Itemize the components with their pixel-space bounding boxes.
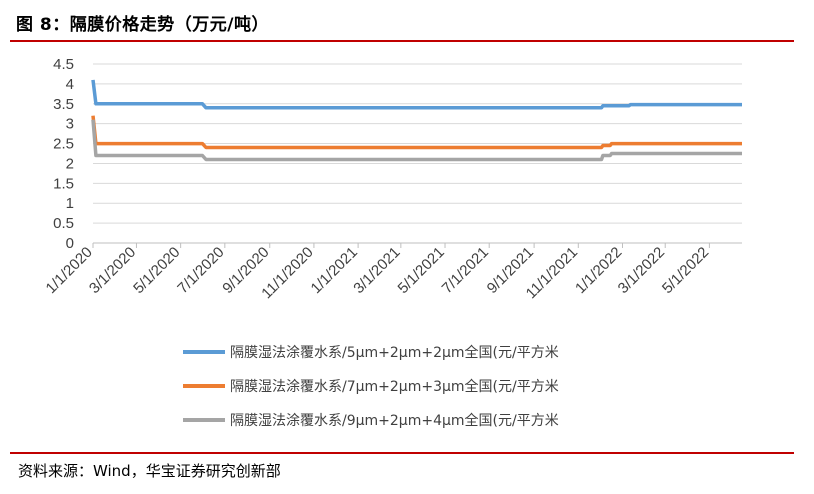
x-tick-label: 5/1/2021 <box>395 244 448 297</box>
y-tick-label: 3.5 <box>53 96 74 113</box>
source-note: 资料来源：Wind，华宝证券研究创新部 <box>18 462 281 480</box>
y-tick-label: 1.5 <box>53 175 74 192</box>
figure-title: 图 8：隔膜价格走势（万元/吨） <box>16 15 269 35</box>
x-tick-label: 3/1/2020 <box>86 244 139 297</box>
x-tick-label: 3/1/2021 <box>350 244 403 297</box>
source-rule <box>10 452 794 454</box>
title-rule <box>10 40 794 42</box>
x-tick-label: 7/1/2020 <box>174 244 227 297</box>
series-line-1 <box>91 79 742 110</box>
series-line-2 <box>91 115 742 150</box>
y-tick-label: 1 <box>66 195 74 212</box>
y-tick-label: 4.5 <box>53 56 74 73</box>
legend-label-1: 隔膜湿法涂覆水系/5μm+2μm+2μm全国(元/平方米 <box>230 344 559 361</box>
x-tick-label: 5/1/2020 <box>130 244 183 297</box>
legend: 隔膜湿法涂覆水系/5μm+2μm+2μm全国(元/平方米隔膜湿法涂覆水系/7μm… <box>183 344 559 429</box>
axis-layer: 00.511.522.533.544.51/1/20203/1/20205/1/… <box>43 56 742 302</box>
y-tick-label: 2 <box>66 155 74 172</box>
x-tick-label: 1/1/2021 <box>308 244 361 297</box>
legend-label-2: 隔膜湿法涂覆水系/7μm+2μm+3μm全国(元/平方米 <box>230 378 559 395</box>
price-line-chart: 00.511.522.533.544.51/1/20203/1/20205/1/… <box>43 56 742 429</box>
legend-label-3: 隔膜湿法涂覆水系/9μm+2μm+4μm全国(元/平方米 <box>230 412 559 429</box>
y-tick-label: 0 <box>66 235 74 252</box>
y-tick-label: 0.5 <box>53 215 74 232</box>
y-tick-label: 3 <box>66 116 74 133</box>
series-line-3 <box>91 119 742 162</box>
y-tick-label: 2.5 <box>53 136 74 153</box>
y-tick-label: 4 <box>66 76 74 93</box>
series-layer <box>91 79 742 162</box>
x-tick-label: 7/1/2021 <box>439 244 492 297</box>
x-tick-label: 3/1/2022 <box>615 244 668 297</box>
x-tick-label: 1/1/2022 <box>572 244 625 297</box>
x-tick-label: 5/1/2022 <box>659 244 712 297</box>
